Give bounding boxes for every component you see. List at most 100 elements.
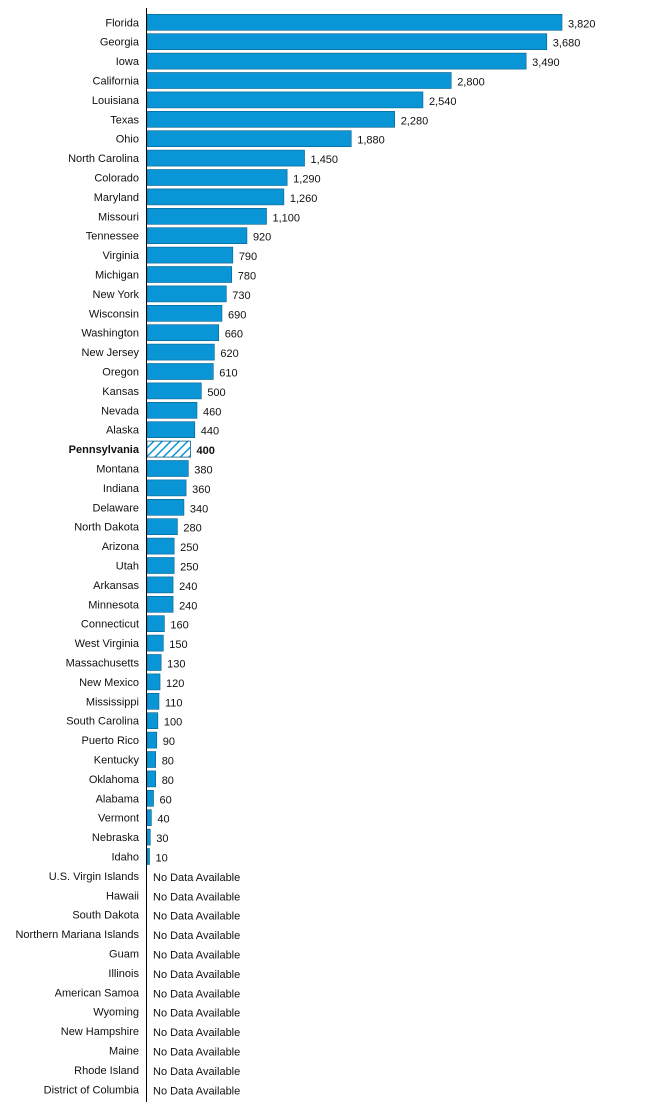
category-label: District of Columbia	[44, 1084, 140, 1096]
value-label: 40	[157, 814, 169, 826]
category-label: Nevada	[101, 405, 140, 417]
bar	[146, 343, 215, 361]
category-label: Missouri	[98, 211, 139, 223]
value-label: 1,100	[273, 212, 301, 224]
bar	[146, 498, 185, 516]
value-label: 1,450	[311, 154, 339, 166]
bar	[146, 576, 174, 594]
bar	[146, 246, 234, 264]
bars-layer	[146, 14, 563, 865]
value-label: 730	[232, 290, 250, 302]
category-label: New Mexico	[79, 677, 139, 689]
no-data-label: No Data Available	[153, 1008, 240, 1020]
no-data-label: No Data Available	[153, 891, 240, 903]
value-label: 3,820	[568, 18, 596, 30]
no-data-label: No Data Available	[153, 1066, 240, 1078]
category-label: Washington	[81, 328, 139, 340]
bar	[146, 208, 267, 225]
bar	[146, 111, 395, 128]
bar	[146, 149, 305, 167]
bar	[146, 828, 151, 846]
value-label: 660	[225, 329, 243, 341]
category-label: Wisconsin	[89, 308, 139, 320]
value-label: 3,490	[532, 57, 560, 69]
bar	[146, 712, 159, 730]
category-label: Maryland	[94, 192, 139, 204]
bar	[146, 731, 158, 749]
value-label: 920	[253, 232, 271, 244]
value-label: 80	[162, 756, 174, 768]
no-data-label: No Data Available	[153, 969, 240, 981]
bar	[146, 91, 424, 109]
category-label: Minnesota	[88, 599, 140, 611]
bar	[146, 479, 187, 497]
value-label: 110	[165, 697, 183, 709]
category-label: Louisiana	[92, 95, 140, 107]
value-label: 400	[196, 445, 214, 457]
bar	[146, 304, 223, 322]
bar	[146, 789, 154, 807]
no-data-label: No Data Available	[153, 1027, 240, 1039]
value-label: 500	[207, 387, 225, 399]
value-label: 440	[201, 426, 219, 438]
category-label: Iowa	[116, 56, 140, 68]
category-label: Georgia	[100, 37, 140, 49]
category-label: Guam	[109, 949, 139, 961]
category-label: American Samoa	[55, 987, 140, 999]
category-label: Wyoming	[93, 1007, 139, 1019]
bar	[146, 692, 160, 710]
category-label: Hawaii	[106, 890, 139, 902]
category-label: Vermont	[98, 813, 139, 825]
bar	[146, 595, 174, 613]
no-data-label: No Data Available	[153, 1085, 240, 1097]
category-label: Tennessee	[86, 231, 139, 243]
value-label: 80	[162, 775, 174, 787]
value-label: 30	[156, 833, 168, 845]
category-label: Rhode Island	[74, 1065, 139, 1077]
category-label: Mississippi	[86, 696, 139, 708]
value-label: 240	[179, 600, 197, 612]
value-label: 130	[167, 659, 185, 671]
bar	[146, 227, 248, 244]
category-label: Oklahoma	[89, 774, 140, 786]
value-label: 360	[192, 484, 210, 496]
bar	[146, 848, 150, 865]
category-label: New York	[93, 289, 140, 301]
value-label: 240	[179, 581, 197, 593]
value-label: 610	[219, 368, 237, 380]
category-label: Virginia	[103, 250, 140, 262]
no-data-label: No Data Available	[153, 1047, 240, 1059]
value-label: 380	[194, 465, 212, 477]
bar	[146, 14, 563, 31]
bar	[146, 673, 161, 691]
bar	[146, 751, 156, 768]
value-label: 120	[166, 678, 184, 690]
category-label: Texas	[110, 114, 139, 126]
no-data-label: No Data Available	[153, 872, 240, 884]
category-label: Nebraska	[92, 832, 140, 844]
bar	[146, 615, 165, 633]
category-label: South Dakota	[72, 910, 140, 922]
category-label: North Dakota	[74, 522, 140, 534]
category-label: Puerto Rico	[82, 735, 139, 747]
category-label: South Carolina	[66, 716, 140, 728]
no-data-label: No Data Available	[153, 988, 240, 1000]
value-label: 100	[164, 717, 182, 729]
category-label: New Jersey	[82, 347, 140, 359]
value-label: 340	[190, 503, 208, 515]
value-label: 10	[156, 853, 168, 865]
value-label: 250	[180, 562, 198, 574]
value-label: 2,280	[401, 115, 429, 127]
category-label: Indiana	[103, 483, 140, 495]
category-label: Oregon	[102, 367, 139, 379]
bar	[146, 33, 548, 51]
value-label: 1,290	[293, 174, 321, 186]
category-label: U.S. Virgin Islands	[49, 871, 140, 883]
no-data-label: No Data Available	[153, 950, 240, 962]
bar	[146, 52, 527, 70]
category-label: West Virginia	[75, 638, 140, 650]
bar	[146, 518, 178, 536]
value-label: 280	[183, 523, 201, 535]
bar	[146, 460, 189, 477]
bar	[146, 537, 175, 555]
